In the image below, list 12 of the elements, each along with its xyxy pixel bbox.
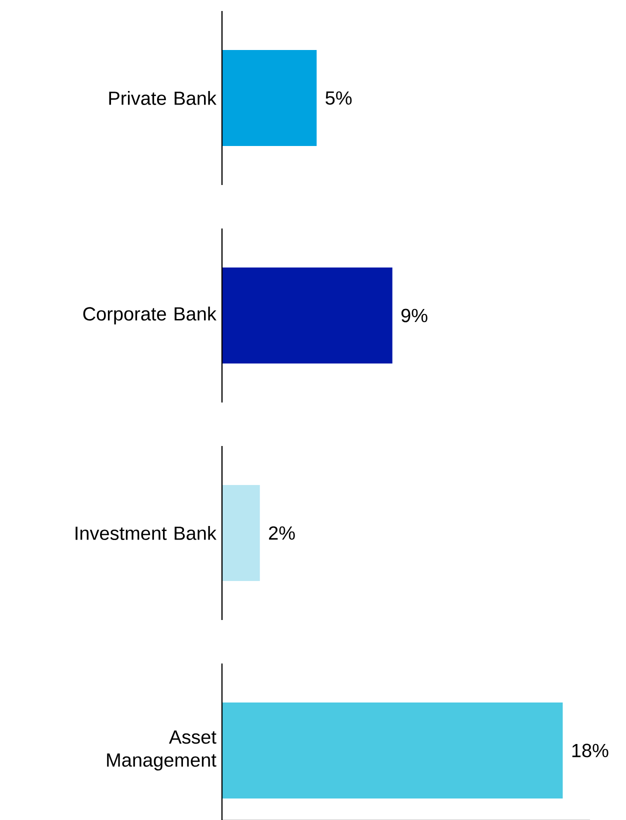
y-tick-label: Asset Management [107, 730, 216, 771]
y-tick-label: Private Bank [109, 91, 216, 105]
bar [222, 268, 392, 364]
y-tick-label: Corporate Bank [83, 306, 216, 324]
data-label: 2% [269, 526, 295, 540]
bar [222, 485, 260, 582]
bar [222, 702, 563, 799]
bar [222, 50, 317, 146]
data-label: 9% [401, 308, 428, 322]
data-label: 5% [326, 91, 352, 105]
data-label: 18% [572, 744, 608, 758]
y-tick-label: Investment Bank [76, 526, 216, 540]
